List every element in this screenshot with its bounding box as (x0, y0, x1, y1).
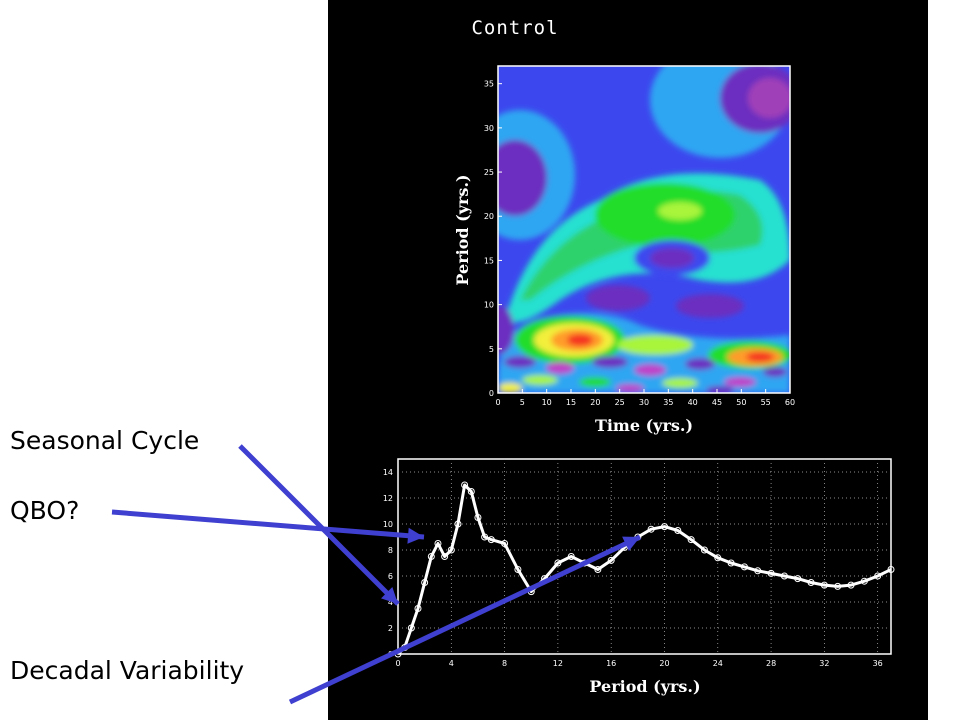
spectrum-point (887, 566, 895, 573)
spectrum-point (414, 605, 422, 612)
spectrum-x-tick-label: 24 (713, 659, 723, 668)
spectrum-point (647, 525, 655, 533)
spectrum-point (461, 481, 469, 489)
spectrum-point (427, 553, 435, 560)
annotation-arrows (111, 444, 642, 705)
spectrum-y-tick-label: 14 (383, 468, 393, 477)
wavelet-x-tick-label: 50 (736, 398, 746, 407)
wavelet-x-tick-label: 25 (615, 398, 625, 407)
wavelet-x-tick-label: 45 (712, 398, 722, 407)
wavelet-y-tick-label: 20 (484, 212, 494, 221)
wavelet-x-tick-label: 0 (495, 398, 500, 407)
spectrum-point (407, 624, 415, 632)
spectrum-point (554, 559, 562, 567)
seasonal-cycle-arrow (238, 444, 400, 606)
spectrum-line (396, 483, 892, 656)
wavelet-y-tick-label: 35 (484, 80, 494, 89)
spectrum-point (467, 488, 475, 495)
wavelet-y-tick-label: 25 (484, 168, 494, 177)
spectrum-point (447, 546, 455, 554)
wavelet-power-field (498, 66, 790, 393)
decadal-variability-arrow (288, 534, 642, 705)
spectrum-y-tick-label: 8 (388, 546, 393, 555)
spectrum-y-tick-label: 10 (383, 520, 393, 529)
wavelet-x-tick-label: 60 (785, 398, 795, 407)
spectrum-x-tick-label: 28 (766, 659, 776, 668)
wavelet-y-tick-label: 15 (484, 256, 494, 265)
spectrum-point (780, 572, 788, 580)
spectrum-x-tick-label: 0 (395, 659, 400, 668)
spectrum-x-axis-title: Period (yrs.) (589, 677, 700, 696)
spectrum-point (820, 581, 828, 589)
wavelet-x-tick-label: 15 (566, 398, 576, 407)
wavelet-y-tick-label: 5 (489, 345, 494, 354)
spectrum-point (454, 520, 462, 528)
spectrum-point (594, 566, 602, 573)
spectrum-point (660, 523, 668, 531)
spectrum-point (421, 579, 429, 586)
spectrum-y-tick-label: 4 (388, 598, 393, 607)
spectrum-series (394, 481, 895, 658)
spectrum-point (607, 556, 615, 564)
spectrum-point (474, 514, 482, 521)
spectrum-point (714, 554, 722, 562)
wavelet-x-tick-label: 40 (688, 398, 698, 407)
spectrum-point (860, 577, 868, 585)
spectrum-point (847, 581, 855, 589)
spectrum-point (434, 540, 442, 547)
wavelet-y-tick-label: 10 (484, 301, 494, 310)
wavelet-y-axis-title: Period (yrs.) (453, 174, 472, 285)
seasonal-cycle-label: Seasonal Cycle (10, 426, 200, 455)
spectrum-point (767, 569, 775, 577)
spectrum-point (740, 563, 748, 571)
wavelet-y-tick-label: 30 (484, 124, 494, 133)
wavelet-x-tick-label: 10 (542, 398, 552, 407)
spectrum-point (481, 533, 489, 541)
spectrum-point (674, 527, 682, 534)
wavelet-x-tick-label: 55 (761, 398, 771, 407)
spectrum-x-tick-label: 20 (659, 659, 669, 668)
wavelet-x-axis-title: Time (yrs.) (595, 416, 693, 435)
spectrum-point (794, 575, 802, 583)
qbo-label: QBO? (10, 496, 80, 525)
spectrum-plot-frame (397, 458, 892, 655)
spectrum-point (441, 553, 449, 560)
spectrum-point (834, 582, 842, 590)
wavelet-x-tick-label: 30 (639, 398, 649, 407)
spectrum-x-tick-label: 16 (606, 659, 616, 668)
decadal-variability-label: Decadal Variability (10, 656, 245, 685)
spectrum-x-tick-label: 12 (553, 659, 563, 668)
spectrum-point (754, 567, 762, 575)
spectrum-point (567, 553, 575, 560)
spectrum-point (514, 566, 522, 573)
spectrum-y-tick-label: 6 (388, 572, 393, 581)
spectrum-point (700, 546, 708, 554)
spectrum-x-tick-label: 36 (873, 659, 883, 668)
wavelet-x-tick-label: 20 (590, 398, 600, 407)
spectrum-x-tick-label: 4 (449, 659, 454, 668)
spectrum-point (501, 540, 509, 547)
spectrum-x-tick-label: 8 (502, 659, 507, 668)
spectrum-point (807, 579, 815, 586)
wavelet-x-tick-label: 35 (663, 398, 673, 407)
spectrum-point (727, 559, 735, 567)
spectrum-point (487, 536, 495, 544)
spectrum-x-tick-label: 32 (819, 659, 829, 668)
wavelet-title: Control (471, 17, 558, 39)
wavelet-x-tick-label: 5 (520, 398, 525, 407)
spectrum-point (687, 536, 695, 544)
qbo-arrow (111, 509, 425, 544)
spectrum-point (874, 572, 882, 580)
wavelet-y-tick-label: 0 (489, 389, 494, 398)
spectrum-y-tick-label: 2 (388, 624, 393, 633)
spectrum-y-tick-label: 12 (383, 494, 393, 503)
